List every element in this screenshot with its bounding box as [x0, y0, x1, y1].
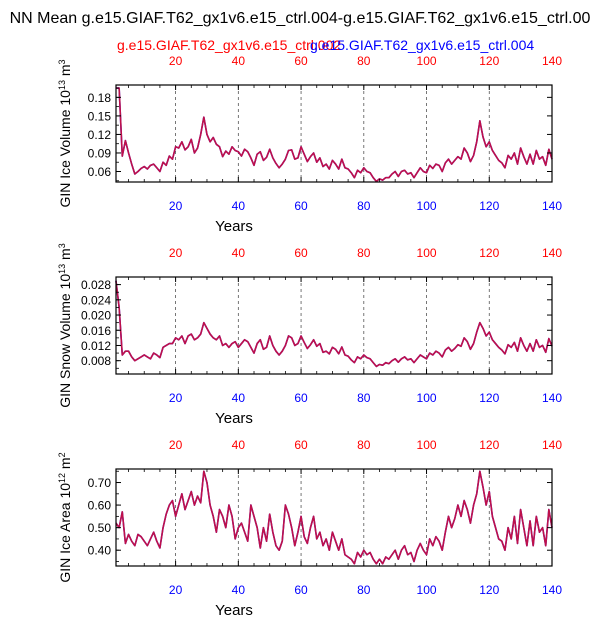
ytick-label: 0.70 [88, 476, 112, 490]
xtick-label-top: 120 [479, 54, 499, 68]
y-axis-title-exponent: 3 [57, 59, 67, 64]
xtick-label-bottom: 140 [542, 199, 562, 213]
xtick-label-top: 140 [542, 438, 562, 452]
figure-title: NN Mean g.e15.GIAF.T62_gx1v6.e15_ctrl.00… [10, 10, 591, 27]
legend-red-case: g.e15.GIAF.T62_gx1v6.e15_ctrl.002 [117, 37, 341, 53]
ytick-label: 0.06 [88, 165, 112, 179]
x-axis-title: Years [215, 218, 253, 235]
ytick-label: 0.008 [81, 354, 111, 368]
y-axis-title-part: m [57, 64, 73, 80]
series-line-gin-ice-volume-red [116, 87, 553, 183]
xtick-label-bottom: 100 [417, 391, 437, 405]
y-axis-title-part: GIN Snow Volume 10 [57, 274, 73, 408]
xtick-label-top: 140 [542, 54, 562, 68]
y-axis-title-part: GIN Ice Area 10 [57, 483, 73, 583]
xtick-label-top: 60 [294, 438, 308, 452]
xtick-label-top: 80 [357, 438, 371, 452]
x-axis-title: Years [215, 410, 253, 427]
ytick-label: 0.012 [81, 339, 111, 353]
xtick-label-bottom: 20 [169, 199, 183, 213]
ytick-label: 0.028 [81, 278, 111, 292]
xtick-label-bottom: 80 [357, 583, 371, 597]
y-axis-title: GIN Ice Volume 1013 m3 [57, 59, 73, 207]
xtick-label-bottom: 140 [542, 583, 562, 597]
xtick-label-top: 60 [294, 54, 308, 68]
xtick-label-top: 40 [232, 54, 246, 68]
ytick-label: 0.15 [88, 109, 112, 123]
xtick-label-bottom: 20 [169, 583, 183, 597]
xtick-label-bottom: 100 [417, 583, 437, 597]
xtick-label-bottom: 120 [479, 583, 499, 597]
ytick-label: 0.024 [81, 293, 111, 307]
xtick-label-top: 40 [232, 246, 246, 260]
xtick-label-top: 20 [169, 54, 183, 68]
panel-gin-ice-area: 0.40 0.50 0.60 0.70 20 20 40 40 60 60 80 80 100 100 12… [57, 438, 562, 617]
xtick-label-top: 20 [169, 246, 183, 260]
y-axis-title-exponent: 13 [57, 264, 67, 274]
ytick-label: 0.18 [88, 91, 112, 105]
xtick-label-bottom: 140 [542, 391, 562, 405]
ytick-label: 0.60 [88, 499, 112, 513]
y-axis-title: GIN Ice Area 1012 m2 [57, 452, 73, 582]
series-line-gin-ice-area-blue [115, 470, 553, 565]
y-axis-title-exponent: 13 [57, 80, 67, 90]
xtick-label-bottom: 40 [232, 391, 246, 405]
y-axis-title-exponent: 3 [57, 243, 67, 248]
y-axis-title-exponent: 12 [57, 473, 67, 483]
xtick-label-top: 20 [169, 438, 183, 452]
panel-gin-ice-volume: 0.06 0.09 0.12 0.15 0.18 20 20 40 40 60 60 80 80 100 1… [57, 54, 562, 235]
series-line-gin-ice-area-red [115, 470, 553, 565]
series-line-gin-snow-volume-blue [115, 280, 553, 368]
ytick-label: 0.09 [88, 146, 112, 160]
y-axis-title-part: m [57, 248, 73, 264]
xtick-label-bottom: 120 [479, 199, 499, 213]
xtick-label-bottom: 40 [232, 583, 246, 597]
series-line-gin-ice-volume-blue [116, 87, 553, 183]
ytick-label: 0.020 [81, 309, 111, 323]
xtick-label-top: 100 [417, 54, 437, 68]
xtick-label-bottom: 60 [294, 199, 308, 213]
plot-frame-gin-snow-volume [115, 276, 553, 375]
y-axis-title: GIN Snow Volume 1013 m3 [57, 243, 73, 407]
xtick-label-bottom: 60 [294, 391, 308, 405]
legend-blue-case: g.e15.GIAF.T62_gx1v6.e15_ctrl.004 [310, 37, 534, 53]
ytick-label: 0.40 [88, 544, 112, 558]
xtick-label-top: 120 [479, 246, 499, 260]
xtick-label-top: 40 [232, 438, 246, 452]
xtick-label-bottom: 80 [357, 391, 371, 405]
xtick-label-bottom: 80 [357, 199, 371, 213]
xtick-label-bottom: 60 [294, 583, 308, 597]
xtick-label-bottom: 120 [479, 391, 499, 405]
xtick-label-top: 120 [479, 438, 499, 452]
xtick-label-top: 80 [357, 246, 371, 260]
xtick-label-bottom: 40 [232, 199, 246, 213]
series-line-gin-snow-volume-red [115, 280, 553, 368]
plot-frame-gin-ice-volume [115, 84, 553, 183]
x-axis-title: Years [215, 602, 253, 617]
xtick-label-top: 100 [417, 246, 437, 260]
y-axis-title-part: m [57, 457, 73, 473]
xtick-label-top: 140 [542, 246, 562, 260]
xtick-label-top: 100 [417, 438, 437, 452]
xtick-label-top: 60 [294, 246, 308, 260]
y-axis-title-part: GIN Ice Volume 10 [57, 90, 73, 208]
plot-frame-gin-ice-area [115, 468, 553, 567]
xtick-label-bottom: 20 [169, 391, 183, 405]
y-axis-title-exponent: 2 [57, 452, 67, 457]
xtick-label-bottom: 100 [417, 199, 437, 213]
ytick-label: 0.12 [88, 128, 112, 142]
xtick-label-top: 80 [357, 54, 371, 68]
ytick-label: 0.50 [88, 521, 112, 535]
ytick-label: 0.016 [81, 324, 111, 338]
